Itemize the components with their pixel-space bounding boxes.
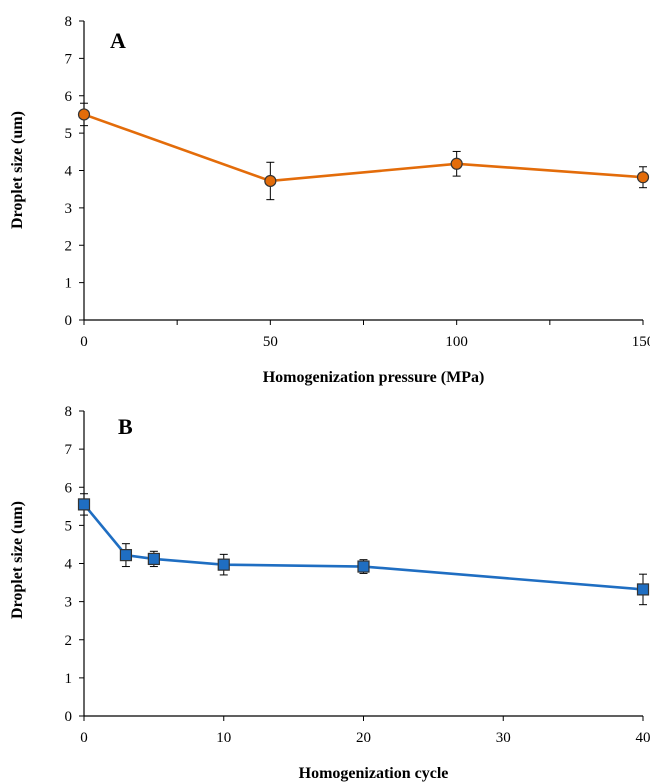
y-tick-label: 3 <box>65 201 73 217</box>
y-tick-label: 1 <box>65 671 73 687</box>
y-tick-label: 7 <box>65 442 73 458</box>
x-tick-label: 50 <box>263 334 278 350</box>
x-tick-label: 100 <box>445 334 468 350</box>
x-tick-label: 150 <box>632 334 650 350</box>
series-line <box>82 503 644 591</box>
x-tick-label: 0 <box>80 334 88 350</box>
y-tick-label: 4 <box>65 557 73 573</box>
y-tick-label: 4 <box>65 164 73 180</box>
data-point <box>217 558 230 571</box>
y-tick-label: 0 <box>65 709 73 725</box>
x-tick-label: 40 <box>636 730 650 746</box>
y-tick-label: 2 <box>65 238 73 254</box>
y-axis-title: Droplet size (um) <box>9 111 26 229</box>
y-tick-label: 6 <box>65 480 73 496</box>
y-tick-label: 0 <box>65 313 73 329</box>
data-point <box>77 108 91 121</box>
data-point <box>119 549 133 562</box>
data-point <box>636 171 650 184</box>
panel-letter: A <box>110 28 126 53</box>
x-tick-label: 30 <box>496 730 511 746</box>
data-point <box>77 498 91 511</box>
y-tick-label: 6 <box>65 89 73 105</box>
y-tick-label: 5 <box>65 518 73 534</box>
x-tick-label: 10 <box>216 730 231 746</box>
x-axis-title: Homogenization pressure (MPa) <box>263 369 485 386</box>
data-point <box>147 552 160 566</box>
y-tick-label: 7 <box>65 51 73 67</box>
x-axis-title: Homogenization cycle <box>299 765 449 782</box>
y-tick-label: 1 <box>65 276 73 292</box>
y-tick-label: 3 <box>65 595 73 611</box>
y-axis-title: Droplet size (um) <box>9 501 26 619</box>
x-tick-label: 20 <box>356 730 371 746</box>
panel-letter: B <box>118 414 133 439</box>
data-point <box>264 174 277 188</box>
data-point <box>636 583 650 596</box>
y-tick-label: 5 <box>65 126 73 142</box>
x-tick-label: 0 <box>80 730 88 746</box>
y-tick-label: 8 <box>65 14 73 30</box>
y-tick-label: 8 <box>65 404 73 420</box>
series-line <box>83 113 644 183</box>
panel-b: 0 1 2 3 4 5 6 7 8 0 10 20 30 40 Homogenization cycle Dr… <box>9 404 650 782</box>
data-point <box>450 157 463 170</box>
y-tick-label: 2 <box>65 633 73 649</box>
data-point <box>357 560 370 573</box>
panel-a: 0 1 2 3 4 5 6 7 8 0 50 100 150 Homogenization pressur… <box>9 14 650 386</box>
